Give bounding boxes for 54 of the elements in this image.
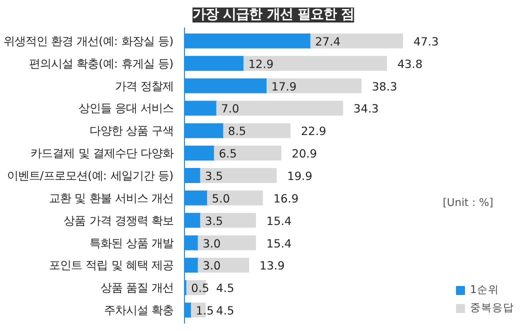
data-label: 7.0 — [221, 102, 240, 116]
data-label: 3.5 — [204, 169, 224, 183]
chart-title: 가장 시급한 개선 필요한 점 — [192, 8, 354, 22]
data-label: 1.5 — [196, 304, 214, 318]
y-tick-label: 상인들 응대 서비스 — [78, 101, 174, 116]
total-label: 15.4 — [266, 236, 292, 250]
y-tick-label: 편의시설 확충(예: 휴게실 등) — [29, 56, 174, 70]
bar — [216, 100, 344, 116]
legend-label: 중복응답 — [470, 301, 514, 315]
total-label: 19.9 — [287, 169, 312, 183]
total-label: 4.5 — [216, 304, 234, 318]
y-tick-label: 이벤트/프로모션(예: 세일기간 등) — [6, 168, 174, 182]
text: [Unit : %] — [442, 196, 494, 209]
y-tick-label: 특화된 상품 개발 — [89, 236, 174, 250]
bar — [207, 190, 263, 206]
total-label: 43.8 — [397, 56, 423, 71]
data-label: 5.0 — [212, 191, 230, 206]
total-label: 4.5 — [216, 281, 234, 296]
y-tick-label: 주차시설 확충 — [104, 303, 174, 318]
bar — [214, 146, 282, 161]
total-label: 15.4 — [266, 214, 292, 228]
bar — [198, 235, 256, 250]
total-label: 47.3 — [413, 34, 439, 48]
total-label: 20.9 — [292, 146, 317, 161]
data-label: 12.9 — [248, 56, 274, 71]
total-label: 13.9 — [259, 258, 285, 273]
y-tick-label: 교환 및 환불 서비스 개선 — [49, 190, 174, 205]
y-tick-label: 상품 가격 경쟁력 확보 — [64, 213, 174, 228]
y-tick-label: 포인트 적립 및 혜택 제공 — [49, 258, 174, 272]
bar — [200, 168, 277, 183]
total-label: 16.9 — [273, 191, 299, 206]
data-label: 8.5 — [228, 124, 246, 138]
y-tick-label: 상품 품질 개선 — [100, 280, 174, 295]
y-tick-label: 위생적인 환경 개선(예: 화장실 등) — [3, 34, 174, 48]
data-label: 6.5 — [218, 146, 237, 161]
data-label: 17.9 — [271, 79, 297, 94]
data-label: 0.5 — [191, 281, 210, 296]
bar — [243, 56, 387, 71]
data-label: 3.0 — [202, 258, 221, 273]
data-label: 27.4 — [315, 34, 340, 48]
total-label: 22.9 — [300, 124, 326, 138]
legend-label: 1순위 — [470, 283, 499, 297]
y-tick-label: 가격 정찰제 — [114, 78, 174, 93]
bar — [198, 258, 250, 273]
data-label: 3.5 — [204, 214, 224, 228]
bar — [266, 78, 362, 94]
total-label: 34.3 — [354, 102, 379, 116]
bar — [200, 212, 256, 228]
total-label: 38.3 — [372, 79, 398, 94]
data-label: 3.0 — [202, 236, 221, 250]
bar — [223, 123, 291, 138]
bar — [310, 34, 404, 48]
y-tick-label: 카드결제 및 결제수단 다양화 — [30, 146, 174, 160]
y-tick-label: 다양한 상품 구색 — [89, 124, 174, 138]
